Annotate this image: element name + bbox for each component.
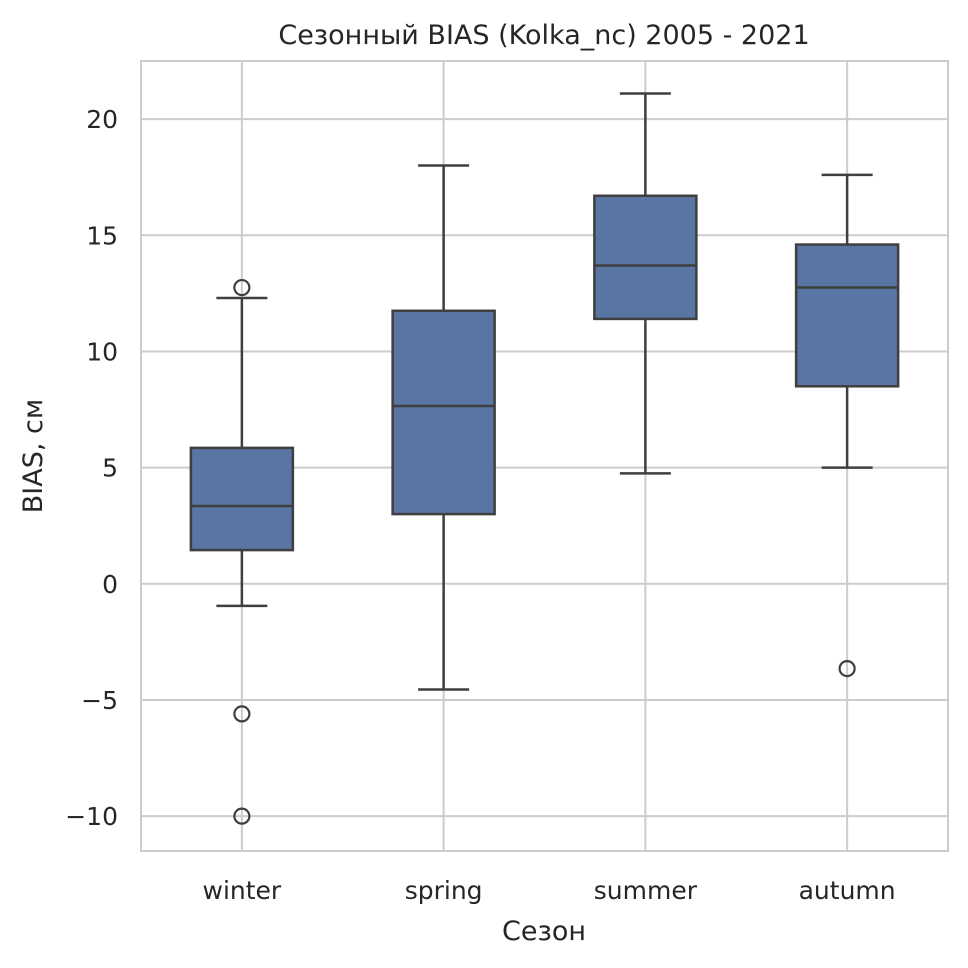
y-tick-label: 15 (86, 221, 118, 250)
box-spring (391, 164, 496, 691)
x-tick-label: spring (405, 876, 483, 905)
box-layer (189, 92, 900, 825)
y-tick-label: −5 (81, 686, 118, 715)
x-tick-label: winter (203, 876, 282, 905)
y-tick-label: −10 (65, 802, 118, 831)
x-tick-label: autumn (799, 876, 896, 905)
box-autumn (794, 173, 900, 678)
outlier-point (233, 705, 251, 723)
box-winter (189, 278, 295, 825)
y-tick-label: 10 (86, 337, 118, 366)
plot-frame (140, 60, 949, 852)
chart-title: Сезонный BIAS (Kolka_nc) 2005 - 2021 (278, 20, 809, 51)
box-summer (593, 92, 698, 475)
y-tick-label: 20 (86, 105, 118, 134)
outlier-point (233, 807, 251, 825)
tick-layer: 20 15 10 5 0 −5 −10 winter spring summer autumn (65, 105, 895, 905)
outlier-point (838, 660, 856, 678)
x-axis-label: Сезон (502, 916, 586, 947)
x-tick-label: summer (594, 876, 698, 905)
outlier-point (233, 278, 251, 297)
box-body (391, 309, 496, 516)
box-body (794, 243, 900, 388)
box-body (189, 446, 295, 552)
y-tick-label: 0 (102, 570, 118, 599)
box-body (593, 194, 698, 321)
y-tick-label: 5 (102, 454, 118, 483)
y-axis-label: BIAS, см (18, 399, 49, 513)
